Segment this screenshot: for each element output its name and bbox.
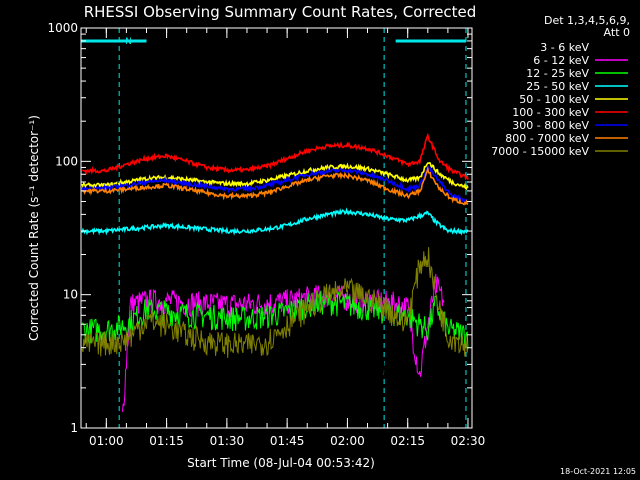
legend-label-5: 50 - 100 keV — [519, 93, 589, 106]
series-line-8 — [82, 165, 469, 206]
chart-title: RHESSI Observing Summary Count Rates, Co… — [84, 3, 477, 21]
legend-label-3: 12 - 25 keV — [526, 67, 589, 80]
series-line-9 — [81, 247, 469, 358]
legend-label-8: 800 - 7000 keV — [505, 132, 589, 145]
legend-title-line-2: Att 0 — [604, 26, 630, 39]
series-line-1 — [121, 351, 397, 423]
legend-label-9: 7000 - 15000 keV — [491, 145, 589, 158]
x-tick-label: 01:00 — [89, 434, 124, 448]
series-line-7 — [81, 165, 469, 205]
plot-area: N 1 10 100 1000 01:00 01:15 01:30 01:45 02:00 02:1… — [47, 21, 485, 448]
legend-label-4: 25 - 50 keV — [526, 80, 589, 93]
legend-label-1: 3 - 6 keV — [540, 41, 589, 54]
legend-title-line-1: Det 1,3,4,5,6,9, — [544, 14, 630, 27]
series-line-4 — [81, 207, 469, 236]
x-tick-label: 01:30 — [210, 434, 245, 448]
x-tick-label: 01:15 — [149, 434, 184, 448]
y-tick-label: 1 — [70, 421, 78, 435]
x-tick-label: 01:45 — [270, 434, 305, 448]
x-axis-label: Start Time (08-Jul-04 00:53:42) — [187, 456, 375, 470]
y-tick-label: 100 — [55, 154, 78, 168]
legend-label-7: 300 - 800 keV — [512, 119, 589, 132]
plot-frame — [80, 27, 473, 429]
legend-label-2: 6 - 12 keV — [533, 54, 589, 67]
night-flag-label: N — [125, 37, 132, 47]
x-tick-label: 02:15 — [390, 434, 425, 448]
y-axis-label: Corrected Count Rate (s⁻¹ detector⁻¹) — [27, 115, 41, 341]
x-tick-label: 02:30 — [451, 434, 486, 448]
y-tick-label: 1000 — [47, 21, 78, 35]
x-tick-label: 02:00 — [330, 434, 365, 448]
series-line-5 — [81, 161, 469, 191]
legend-label-6: 100 - 300 keV — [512, 106, 589, 119]
series-line-3 — [81, 290, 469, 349]
series-line-6 — [81, 132, 469, 181]
series-line-2 — [121, 273, 445, 412]
y-tick-label: 10 — [63, 288, 78, 302]
footer-timestamp: 18-Oct-2021 12:05 — [560, 467, 636, 476]
